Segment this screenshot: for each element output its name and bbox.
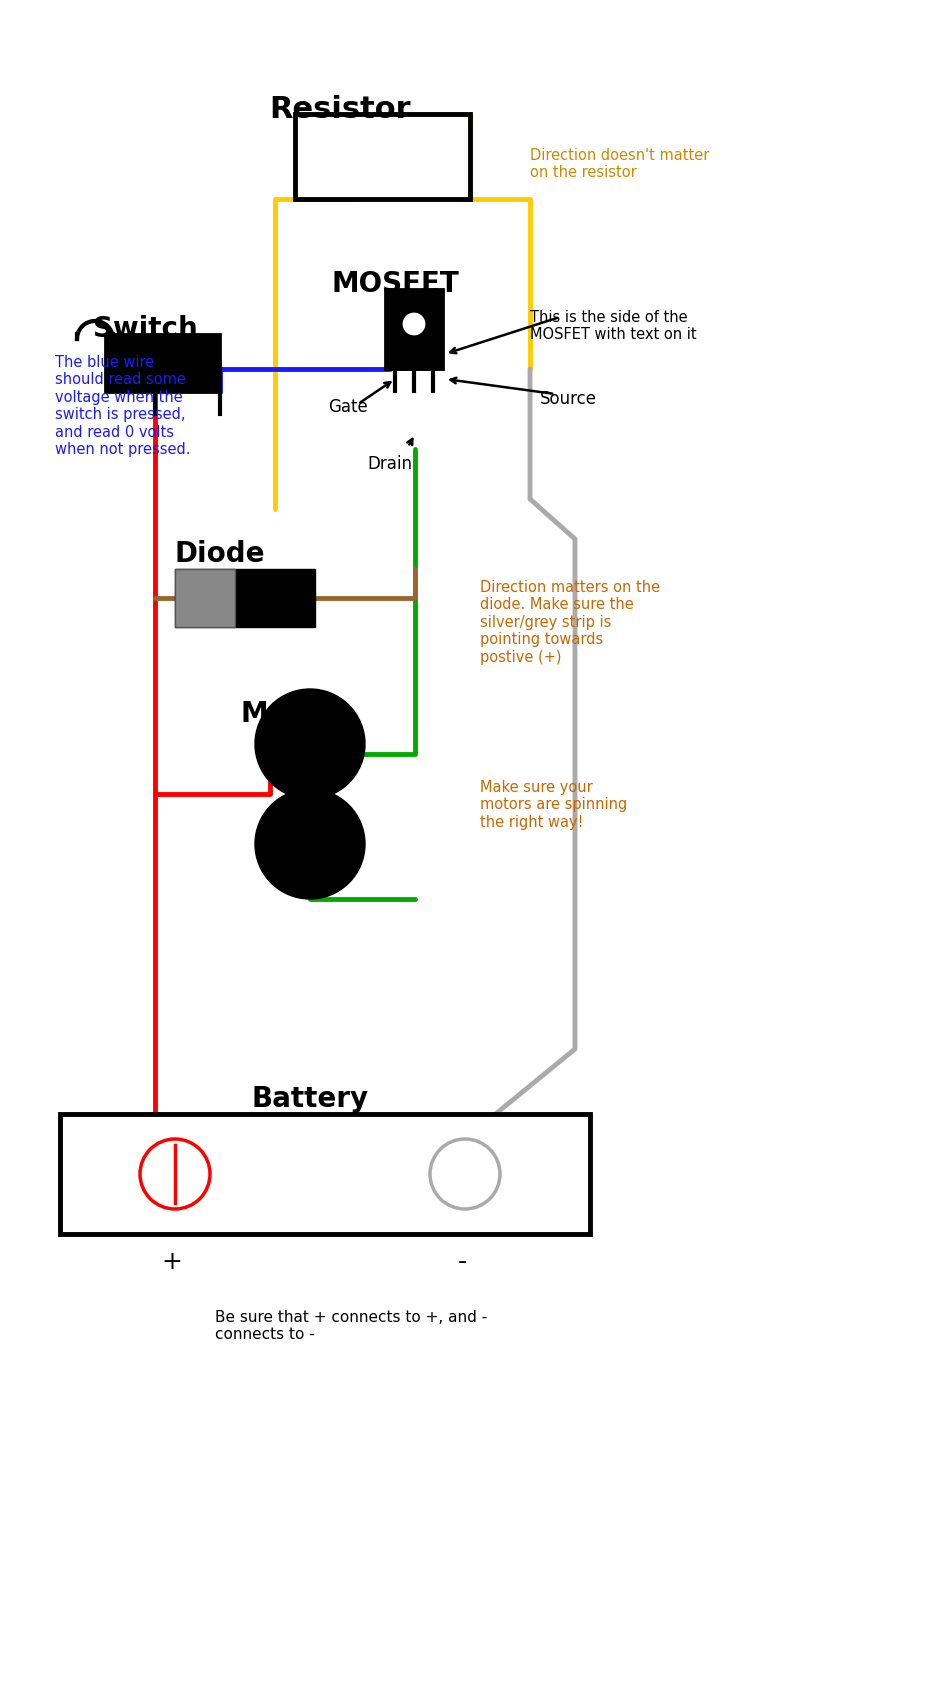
Circle shape xyxy=(430,1139,500,1209)
Text: Diode: Diode xyxy=(175,539,266,568)
Text: Be sure that + connects to +, and -
connects to -: Be sure that + connects to +, and - conn… xyxy=(215,1309,487,1342)
Circle shape xyxy=(404,314,424,335)
Bar xyxy=(60,1115,590,1234)
Text: Source: Source xyxy=(540,389,597,408)
Text: Motors: Motors xyxy=(240,700,349,727)
Bar xyxy=(175,570,315,628)
Text: Gate: Gate xyxy=(328,398,367,417)
Text: The blue wire
should read some
voltage when the
switch is pressed,
and read 0 vo: The blue wire should read some voltage w… xyxy=(55,355,190,457)
Ellipse shape xyxy=(255,690,365,799)
Text: Direction doesn't matter
on the resistor: Direction doesn't matter on the resistor xyxy=(530,149,709,181)
Text: Drain: Drain xyxy=(367,454,412,473)
Text: MOSFET: MOSFET xyxy=(331,270,459,297)
Text: Direction matters on the
diode. Make sure the
silver/grey strip is
pointing towa: Direction matters on the diode. Make sur… xyxy=(480,580,660,664)
Bar xyxy=(295,114,470,200)
Text: -: - xyxy=(458,1250,466,1273)
Text: Resistor: Resistor xyxy=(269,96,411,125)
Text: Switch: Switch xyxy=(92,314,197,343)
Bar xyxy=(105,335,220,393)
Text: +: + xyxy=(162,1250,183,1273)
Bar xyxy=(385,290,443,370)
Bar xyxy=(392,353,436,370)
Ellipse shape xyxy=(255,790,365,900)
Text: Make sure your
motors are spinning
the right way!: Make sure your motors are spinning the r… xyxy=(480,780,627,830)
Text: This is the side of the
MOSFET with text on it: This is the side of the MOSFET with text… xyxy=(530,309,697,341)
Circle shape xyxy=(140,1139,210,1209)
Text: Battery: Battery xyxy=(251,1084,368,1113)
Bar xyxy=(175,570,235,628)
